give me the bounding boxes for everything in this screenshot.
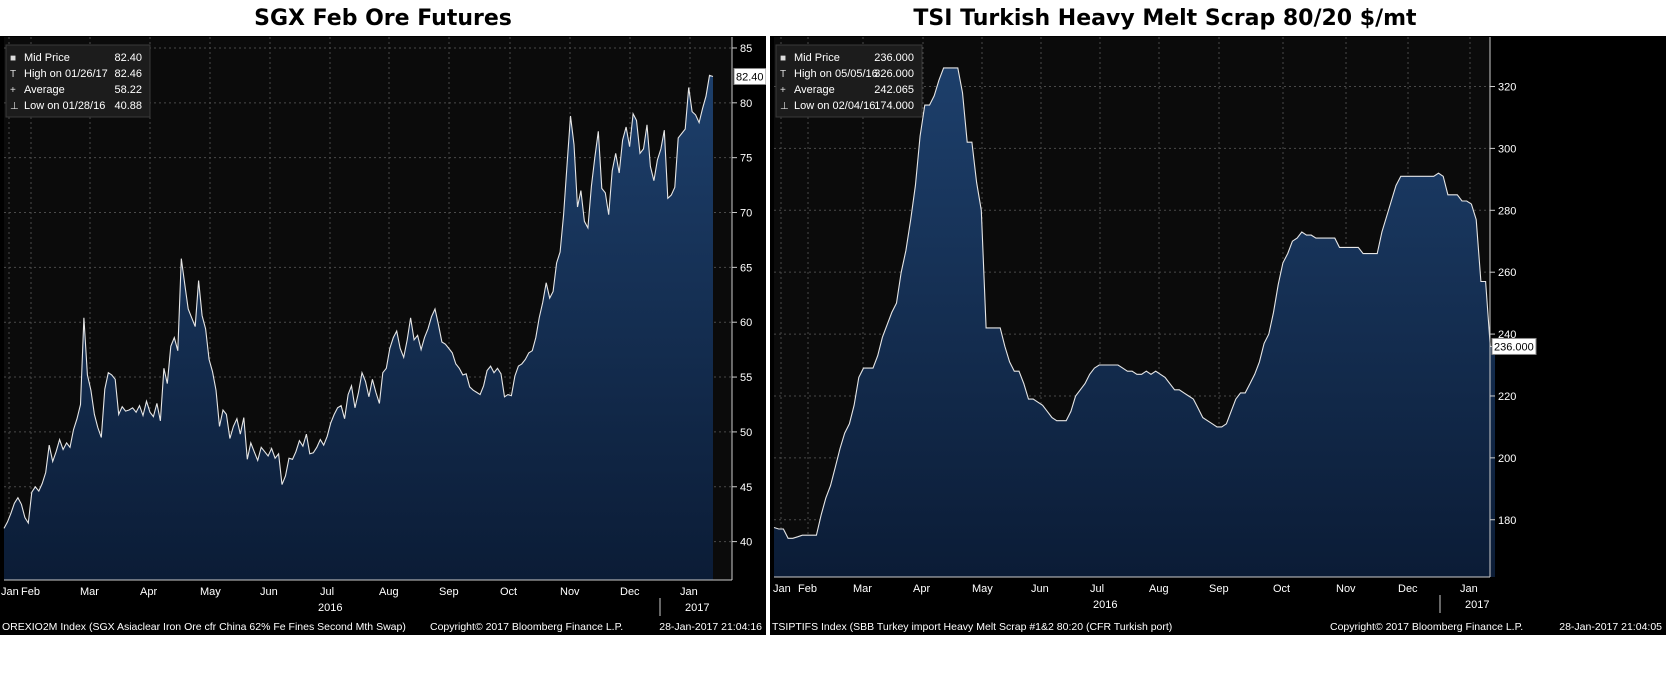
x-tick-label: Jan xyxy=(1460,583,1478,595)
x-tick-label: Aug xyxy=(379,586,399,598)
legend-label: High on 05/05/16 xyxy=(794,68,878,80)
x-tick-label: Apr xyxy=(913,583,930,595)
average-marker-icon: + xyxy=(780,85,786,96)
mid-price-icon: ■ xyxy=(10,53,16,64)
x-tick-label: Mar xyxy=(80,586,99,598)
legend-value: 58.22 xyxy=(114,84,142,96)
footer-index: TSIPTIFS Index (SBB Turkey import Heavy … xyxy=(772,621,1172,633)
series-line xyxy=(773,67,1495,539)
y-tick-label: 220 xyxy=(1498,391,1516,403)
x-tick-label: Nov xyxy=(560,586,580,598)
last-value-tag xyxy=(733,67,766,85)
y-tick-label: 45 xyxy=(740,482,752,494)
y-tick-label: 75 xyxy=(740,153,752,165)
chart-panel-left: SGX Feb Ore Futures 40 45 50 55 60 65 70 75 80 85… xyxy=(0,0,766,679)
y-tick-label: 60 xyxy=(740,317,752,329)
footer-timestamp: 28-Jan-2017 21:04:16 xyxy=(659,621,762,633)
x-tick-label: Sep xyxy=(1209,583,1229,595)
x-tick-label: Dec xyxy=(620,586,640,598)
y-tick-label: 260 xyxy=(1498,267,1516,279)
y-tick-label: 280 xyxy=(1498,205,1516,217)
chart-title: SGX Feb Ore Futures xyxy=(254,6,512,31)
series-area xyxy=(774,67,1495,578)
x-tick-label: Aug xyxy=(1149,583,1169,595)
x-tick-label: May xyxy=(200,586,221,598)
x-tick-label: Oct xyxy=(1273,583,1290,595)
y-tick-label: 40 xyxy=(740,537,752,549)
x-tick-label: Feb xyxy=(798,583,817,595)
series-area xyxy=(4,75,713,581)
legend-box xyxy=(5,44,151,118)
x-tick-label: Jan xyxy=(1,586,19,598)
x-tick-label: Mar xyxy=(853,583,872,595)
low-marker-icon: ⊥ xyxy=(10,101,19,112)
legend-box xyxy=(775,44,923,118)
x-tick-label: Jul xyxy=(1090,583,1104,595)
legend-label: Average xyxy=(794,84,835,96)
legend-value: 236.000 xyxy=(874,52,914,64)
footer-copyright: Copyright© 2017 Bloomberg Finance L.P. xyxy=(430,621,623,633)
x-tick-label: Apr xyxy=(140,586,157,598)
legend-value: 40.88 xyxy=(114,100,142,112)
legend-label: Mid Price xyxy=(794,52,840,64)
legend-value: 82.46 xyxy=(114,68,142,80)
x-tick-label: Oct xyxy=(500,586,517,598)
year-label: 2016 xyxy=(1093,599,1117,611)
low-marker-icon: ⊥ xyxy=(780,101,789,112)
x-tick-label: Jun xyxy=(260,586,278,598)
legend-value: 174.000 xyxy=(874,100,914,112)
y-tick-label: 300 xyxy=(1498,143,1516,155)
legend-value: 326.000 xyxy=(874,68,914,80)
chart-panel-right: TSI Turkish Heavy Melt Scrap 80/20 $/mt … xyxy=(770,0,1666,679)
x-tick-label: Sep xyxy=(439,586,459,598)
series-line xyxy=(3,74,714,529)
chart-title: TSI Turkish Heavy Melt Scrap 80/20 $/mt xyxy=(913,6,1417,31)
last-value-tag xyxy=(1491,337,1537,355)
x-tick-label: Jan xyxy=(773,583,791,595)
legend-label: High on 01/26/17 xyxy=(24,68,108,80)
legend: ■ Mid Price 82.40 T High on 01/26/17 82.46 + Av… xyxy=(5,44,151,118)
x-tick-label: May xyxy=(972,583,993,595)
legend-value: 242.065 xyxy=(874,84,914,96)
y-tick-label: 65 xyxy=(740,262,752,274)
legend-label: Low on 02/04/16 xyxy=(794,100,875,112)
last-value-label: 236.000 xyxy=(1494,341,1534,353)
legend-value: 82.40 xyxy=(114,52,142,64)
y-tick-label: 55 xyxy=(740,372,752,384)
y-tick-label: 70 xyxy=(740,208,752,220)
x-tick-label: Jul xyxy=(320,586,334,598)
year-label: 2017 xyxy=(685,602,709,614)
x-tick-label: Feb xyxy=(21,586,40,598)
y-tick-label: 80 xyxy=(740,98,752,110)
year-label: 2017 xyxy=(1465,599,1489,611)
footer-index: OREXIO2M Index (SGX Asiaclear Iron Ore c… xyxy=(2,621,406,633)
y-tick-label: 85 xyxy=(740,43,752,55)
mid-price-icon: ■ xyxy=(780,53,786,64)
high-marker-icon: T xyxy=(780,69,786,80)
average-marker-icon: + xyxy=(10,85,16,96)
high-marker-icon: T xyxy=(10,69,16,80)
footer-timestamp: 28-Jan-2017 21:04:05 xyxy=(1559,621,1662,633)
x-tick-label: Dec xyxy=(1398,583,1418,595)
y-tick-label: 50 xyxy=(740,427,752,439)
legend-label: Low on 01/28/16 xyxy=(24,100,105,112)
x-tick-label: Jun xyxy=(1031,583,1049,595)
y-tick-label: 320 xyxy=(1498,82,1516,94)
legend-label: Mid Price xyxy=(24,52,70,64)
last-value-label: 82.40 xyxy=(736,71,764,83)
x-tick-label: Jan xyxy=(680,586,698,598)
x-tick-label: Nov xyxy=(1336,583,1356,595)
year-label: 2016 xyxy=(318,602,342,614)
y-tick-label: 180 xyxy=(1498,515,1516,527)
footer-copyright: Copyright© 2017 Bloomberg Finance L.P. xyxy=(1330,621,1523,633)
y-tick-label: 200 xyxy=(1498,453,1516,465)
legend-label: Average xyxy=(24,84,65,96)
legend: ■ Mid Price 236.000 T High on 05/05/16326.00… xyxy=(775,44,923,118)
